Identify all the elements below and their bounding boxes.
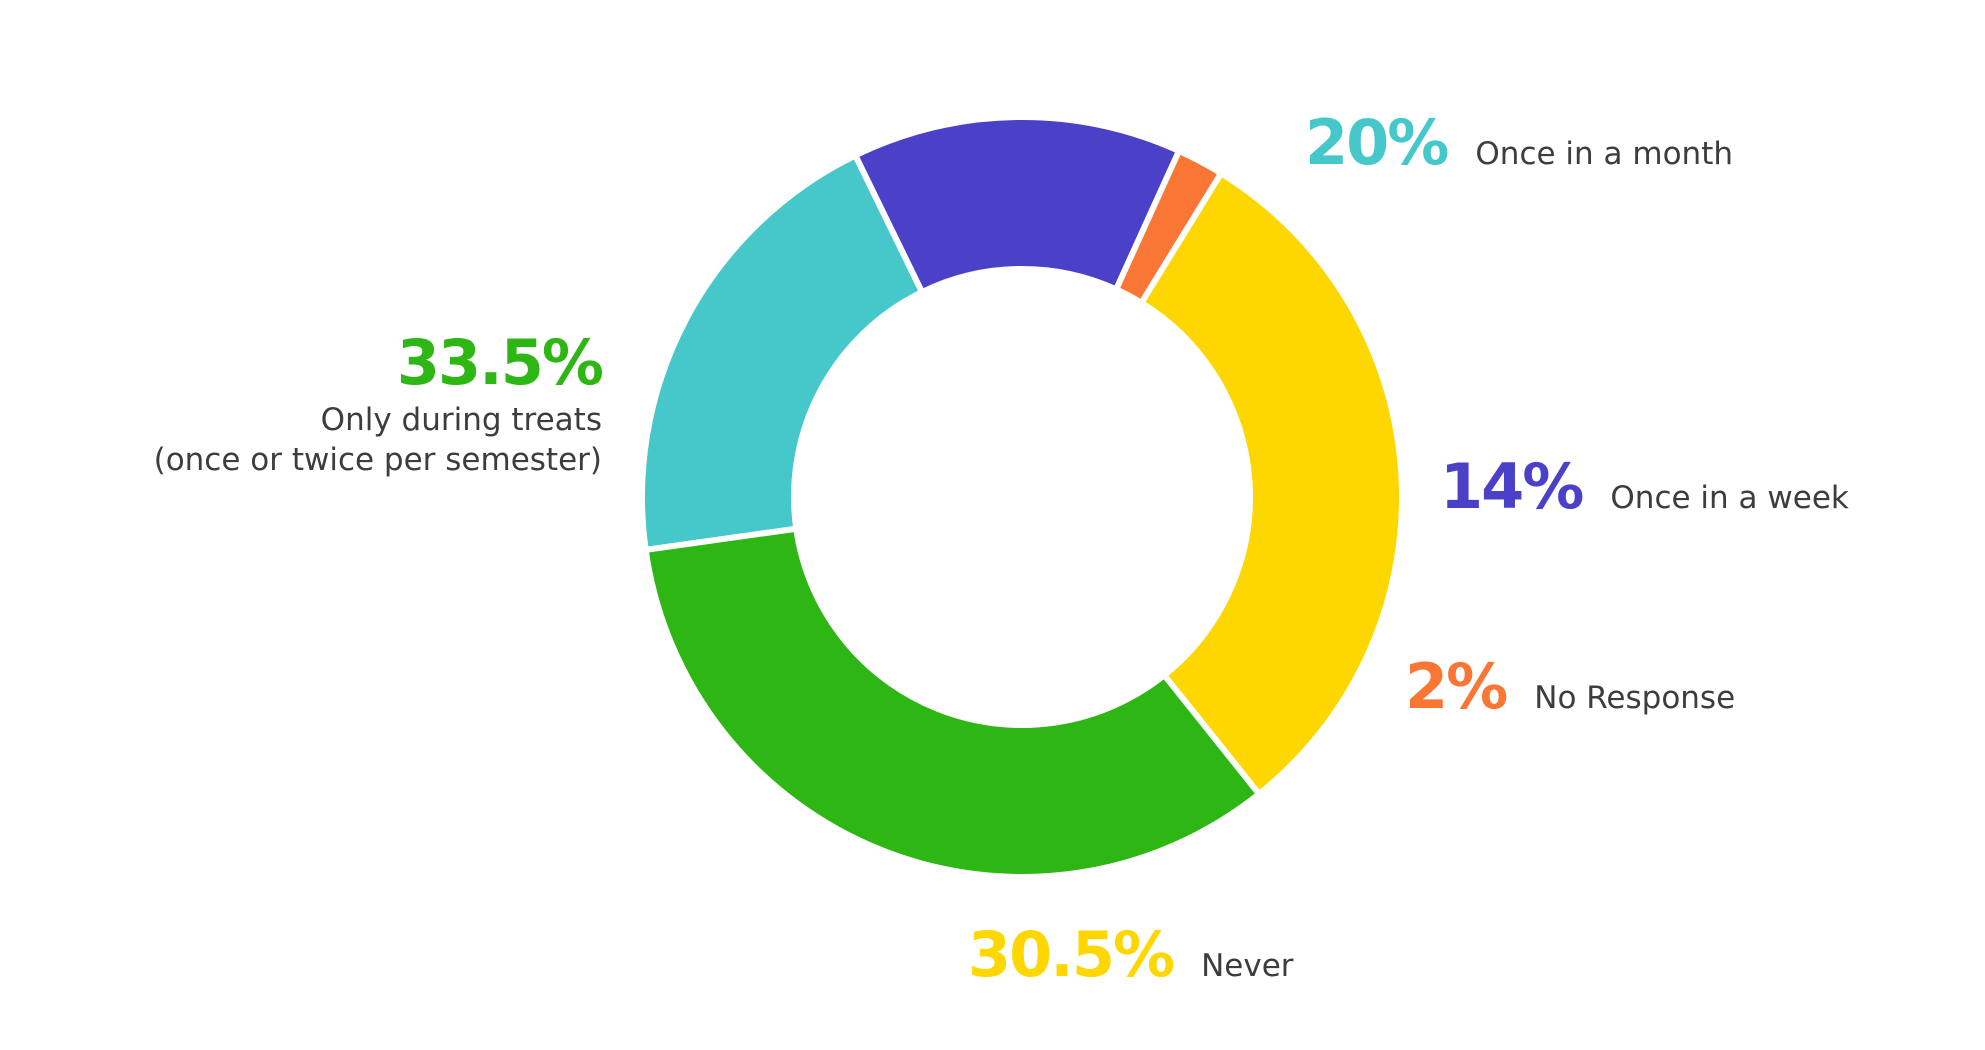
- slice-value-label: 20%: [1305, 106, 1449, 179]
- slice-label-once-in-a-week: 14% Once in a week: [1440, 450, 1849, 523]
- slice-category-label: Never: [1201, 948, 1294, 984]
- slice-category-label: No Response: [1534, 680, 1736, 716]
- donut-slices: [639, 114, 1405, 880]
- donut-slice-never: [1137, 169, 1405, 799]
- slice-category-sublabel: (once or twice per semester): [153, 442, 602, 478]
- slice-label-no-response: 2% No Response: [1405, 650, 1735, 723]
- slice-category-label: Only during treats: [320, 402, 602, 438]
- slice-category-label: Once in a month: [1475, 136, 1734, 172]
- slice-value-label: 2%: [1405, 650, 1508, 723]
- slice-value-label: 14%: [1440, 450, 1584, 523]
- slice-label-never: 30.5% Never: [968, 918, 1294, 991]
- slice-label-once-in-a-month: 20% Once in a month: [1305, 106, 1733, 179]
- donut-slice-once-in-a-week: [851, 114, 1183, 297]
- slice-category-label: Once in a week: [1610, 480, 1849, 516]
- slice-value-label: 30.5%: [968, 918, 1175, 991]
- donut-slice-only-during-treats: [642, 525, 1264, 880]
- slice-label-only-during-treats: 33.5% Only during treats (once or twice …: [153, 326, 604, 480]
- donut-slice-once-in-a-month: [639, 151, 927, 554]
- slice-value-label: 33.5%: [396, 326, 604, 399]
